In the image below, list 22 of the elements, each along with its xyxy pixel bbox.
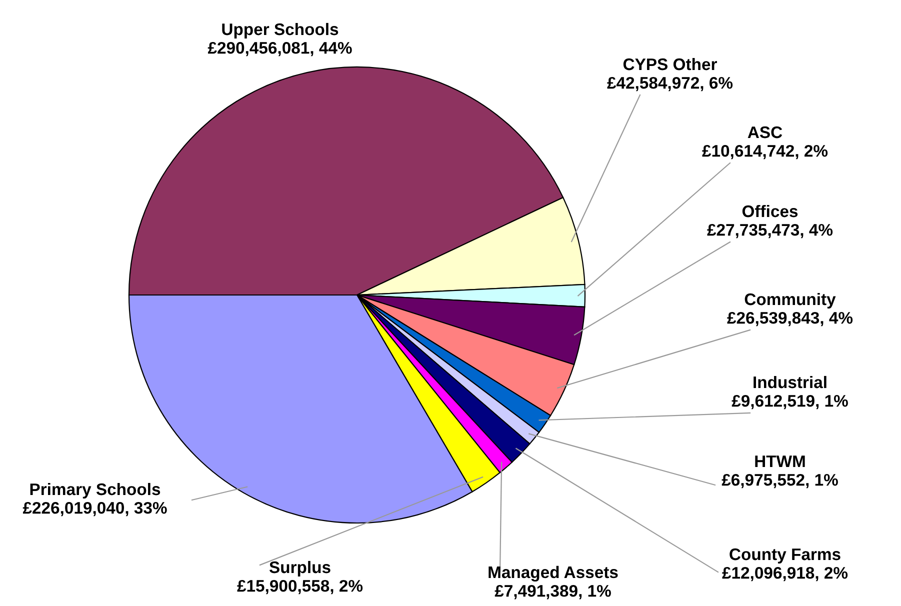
data-label: £9,612,519, 1%: [732, 394, 848, 410]
data-label: £6,975,552, 1%: [722, 474, 838, 488]
slice-label: CYPS Other: [623, 58, 717, 70]
data-label: £226,019,040, 33%: [22, 502, 167, 516]
data-label: £42,584,972, 6%: [607, 76, 733, 92]
slice-label: County Farms: [730, 548, 840, 564]
slice-label: Industrial: [754, 376, 826, 388]
slice-label: Managed Assets: [488, 566, 618, 582]
data-label: £15,900,558, 2%: [237, 580, 363, 594]
data-label: £290,456,081, 44%: [208, 42, 352, 56]
slice-label: Upper Schools: [222, 22, 338, 38]
slice-label: Surplus: [269, 560, 330, 576]
data-label: £27,735,473, 4%: [707, 224, 833, 238]
slice-label: Community: [744, 292, 836, 308]
slice-label: HTWM: [755, 456, 805, 468]
slice-label: Primary Schools: [30, 482, 160, 498]
data-label: £10,614,742, 2%: [702, 144, 828, 160]
data-label: £26,539,843, 4%: [727, 312, 853, 326]
slice-label: ASC: [748, 126, 782, 138]
data-label: £7,491,389, 1%: [494, 584, 611, 600]
data-label: £12,096,918, 2%: [722, 566, 848, 582]
slice-label: Offices: [742, 204, 798, 218]
